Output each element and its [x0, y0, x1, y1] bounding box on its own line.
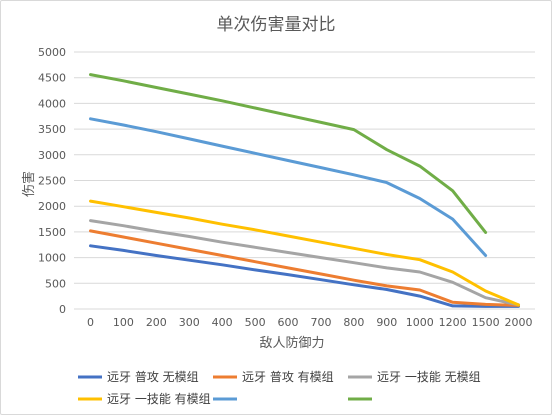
legend-label: 远牙 普攻 无模组: [107, 370, 199, 384]
y-tick-label: 4500: [38, 72, 66, 85]
y-tick-labels: 0 500 1000 1500 2000 2500 3000 3500 4000 4500 5000: [38, 46, 66, 316]
x-tick-label: 500: [245, 316, 266, 329]
y-tick-label: 1500: [38, 226, 66, 239]
y-axis-label: 伤害: [21, 171, 37, 197]
x-tick-label: 400: [212, 316, 233, 329]
y-tick-label: 1000: [38, 252, 66, 265]
x-tick-label: 700: [310, 316, 331, 329]
chart-title: 单次伤害量对比: [216, 15, 336, 35]
y-tick-label: 5000: [38, 46, 66, 59]
x-tick-label: 1000: [406, 316, 434, 329]
y-tick-label: 2500: [38, 175, 66, 188]
y-tick-label: 500: [45, 277, 66, 290]
legend-item-3: 远牙 一技能 无模组: [348, 370, 481, 384]
y-tick-label: 0: [59, 303, 66, 316]
x-tick-label: 2000: [505, 316, 533, 329]
x-tick-labels: 0 100 200 300 400 500 600 700 800 900 1000 1200 1500…: [87, 316, 533, 329]
series-line-2: [89, 229, 520, 307]
series-line-1: [89, 244, 520, 308]
y-tick-label: 3500: [38, 123, 66, 136]
series-line-3: [89, 219, 520, 307]
legend-item-4: 远牙 一技能 有模组: [78, 392, 211, 406]
legend-label: 远牙 普攻 有模组: [242, 370, 334, 384]
series-line-6: [89, 73, 488, 234]
y-tick-label: 4000: [38, 97, 66, 110]
x-tick-label: 300: [179, 316, 200, 329]
legend-item-2: 远牙 普攻 有模组: [213, 370, 334, 384]
legend-label: 远牙 一技能 无模组: [377, 370, 481, 384]
y-tick-label: 2000: [38, 200, 66, 213]
legend-label: 远牙 一技能 有模组: [107, 392, 211, 406]
x-tick-label: 100: [113, 316, 134, 329]
x-tick-label: 600: [278, 316, 299, 329]
x-tick-label: 800: [343, 316, 364, 329]
x-tick-label: 1500: [472, 316, 500, 329]
x-tick-label: 900: [376, 316, 397, 329]
y-tick-label: 3000: [38, 149, 66, 162]
x-tick-label: 0: [87, 316, 94, 329]
x-tick-label: 1200: [439, 316, 467, 329]
series-line-4: [89, 199, 520, 307]
series-lines: [89, 73, 520, 308]
x-axis-label: 敌人防御力: [259, 335, 324, 351]
series-line-5: [89, 117, 488, 257]
legend-item-1: 远牙 普攻 无模组: [78, 370, 199, 384]
x-tick-label: 200: [146, 316, 167, 329]
